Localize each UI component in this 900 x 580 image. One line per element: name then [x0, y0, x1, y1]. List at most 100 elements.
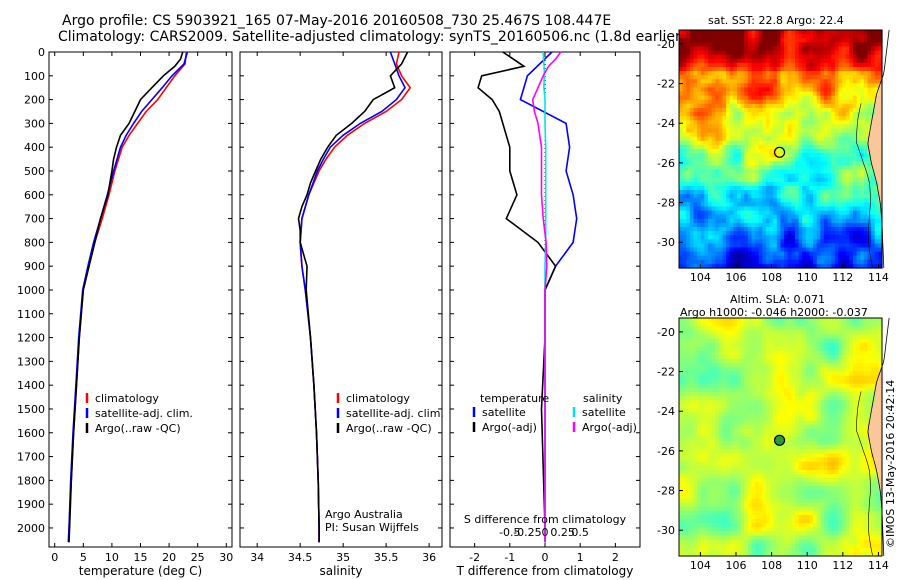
- map-cell: [729, 535, 734, 541]
- map-cell: [766, 318, 771, 323]
- map-cell: [820, 149, 825, 154]
- map-cell: [708, 490, 713, 496]
- map-cell: [733, 120, 738, 125]
- map-cell: [776, 173, 782, 179]
- map-cell: [722, 478, 727, 483]
- map-cell: [708, 251, 713, 257]
- map-cell: [755, 66, 760, 72]
- map-cell: [820, 34, 825, 39]
- map-cell: [827, 75, 832, 80]
- map-cell: [784, 136, 789, 142]
- map-cell: [740, 473, 745, 479]
- map-cell: [845, 181, 850, 187]
- map-cell: [722, 255, 727, 261]
- map-cell: [791, 185, 796, 191]
- map-cell: [737, 506, 742, 512]
- map-cell: [755, 218, 760, 224]
- map-cell: [747, 326, 753, 331]
- map-cell: [682, 453, 687, 459]
- map-cell: [729, 453, 734, 459]
- map-cell: [776, 83, 782, 89]
- map-cell: [755, 34, 760, 39]
- map-cell: [755, 551, 760, 557]
- map-cell: [787, 30, 792, 35]
- map-cell: [682, 161, 687, 167]
- map-cell: [747, 83, 753, 89]
- map-cell: [762, 66, 767, 72]
- map-cell: [722, 523, 727, 528]
- map-cell: [700, 514, 705, 520]
- map-cell: [686, 116, 691, 121]
- map-cell: [682, 149, 687, 154]
- map-cell: [740, 144, 745, 150]
- map-cell: [766, 445, 771, 450]
- map-cell: [704, 416, 709, 422]
- map-cell: [853, 153, 858, 158]
- map-cell: [766, 157, 771, 162]
- map-cell: [726, 412, 731, 418]
- map-cell: [715, 441, 720, 446]
- map-cell: [722, 251, 727, 257]
- map-cell: [802, 222, 807, 228]
- map-cell: [708, 408, 713, 413]
- map-cell: [679, 531, 684, 537]
- panel-salinity: [239, 51, 443, 548]
- map-cell: [769, 112, 774, 117]
- map-cell: [711, 50, 716, 56]
- map-cell: [744, 87, 749, 93]
- map-cell: [853, 194, 858, 199]
- map-cell: [762, 165, 767, 171]
- map-cell: [758, 214, 763, 220]
- map-cell: [856, 75, 861, 80]
- map-cell: [766, 99, 771, 105]
- map-cell: [689, 243, 695, 249]
- map-cell: [737, 428, 742, 434]
- map-cell: [718, 161, 724, 167]
- map-cell: [762, 432, 767, 438]
- map-cell: [708, 449, 713, 455]
- map-x-tick-label: 112: [832, 271, 853, 284]
- map-cell: [791, 218, 796, 224]
- map-cell: [849, 62, 854, 68]
- map-cell: [842, 54, 847, 60]
- map-cell: [697, 465, 702, 471]
- map-cell: [729, 338, 734, 344]
- map-cell: [838, 54, 843, 60]
- y-tick-label: 1500: [17, 403, 45, 416]
- map-cell: [693, 124, 698, 130]
- map-cell: [758, 87, 763, 93]
- map-cell: [700, 202, 705, 208]
- map-cell: [758, 383, 763, 389]
- map-cell: [856, 46, 861, 52]
- map-cell: [838, 222, 843, 228]
- map-cell: [711, 486, 716, 491]
- map-cell: [747, 112, 753, 117]
- map-cell: [718, 107, 724, 113]
- map-cell: [682, 510, 687, 516]
- map-cell: [726, 103, 731, 109]
- map-cell: [722, 66, 727, 72]
- map-cell: [733, 235, 738, 240]
- map-cell: [733, 218, 738, 224]
- map-cell: [827, 50, 832, 56]
- map-cell: [849, 222, 854, 228]
- map-cell: [780, 173, 785, 179]
- map-cell: [863, 157, 869, 162]
- map-cell: [733, 194, 738, 199]
- map-x-tick-label: 106: [725, 271, 746, 284]
- map-cell: [733, 502, 738, 508]
- map-cell: [780, 66, 785, 72]
- map-cell: [686, 202, 691, 208]
- map-cell: [856, 103, 861, 109]
- map-cell: [776, 54, 782, 60]
- map-cell: [762, 412, 767, 418]
- map-cell: [762, 247, 767, 253]
- map-cell: [704, 400, 709, 405]
- map-cell: [820, 259, 825, 265]
- map-cell: [740, 251, 745, 257]
- map-cell: [845, 226, 850, 232]
- map-cell: [711, 506, 716, 512]
- map-cell: [831, 91, 836, 97]
- map-cell: [689, 391, 695, 397]
- map-cell: [784, 243, 789, 249]
